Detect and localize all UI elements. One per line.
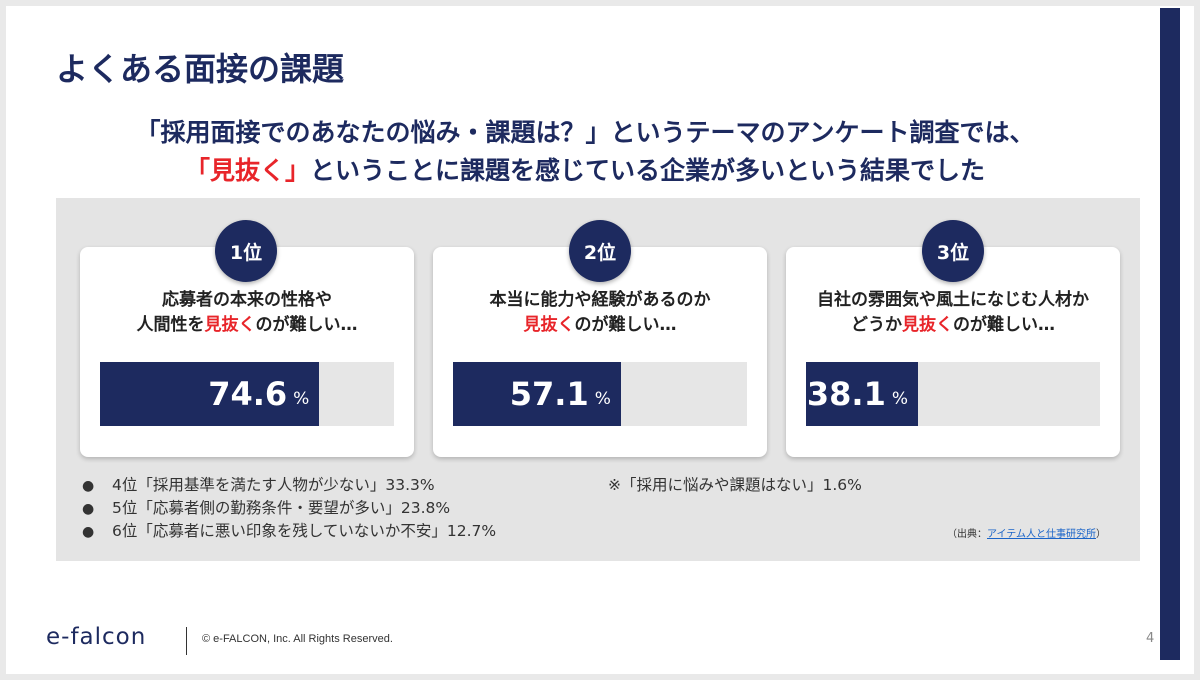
- source-suffix: ）: [1096, 529, 1106, 540]
- subtitle-line-1: 「採用面接でのあなたの悩み・課題は？」というテーマのアンケート調査では、: [135, 118, 1035, 147]
- subtitle-line-2: 「見抜く」ということに課題を感じている企業が多いという結果でした: [30, 152, 1140, 190]
- rank-card-3: 自社の雰囲気や風土になじむ人材か どうか見抜くのが難しい… 38.1%: [786, 247, 1120, 457]
- rank-card-1-line-2-pre: 人間性を: [136, 315, 205, 335]
- list-item: ● 5位「応募者側の勤務条件・要望が多い」23.8%: [82, 497, 496, 520]
- source-citation: （出典：アイテム人と仕事研究所）: [947, 525, 1106, 540]
- rank-card-1-text: 応募者の本来の性格や 人間性を見抜くのが難しい…: [80, 288, 414, 338]
- list-item-text: 5位「応募者側の勤務条件・要望が多い」23.8%: [112, 499, 451, 517]
- rank-card-3-text: 自社の雰囲気や風土になじむ人材か どうか見抜くのが難しい…: [786, 288, 1120, 338]
- list-item: ● 4位「採用基準を満たす人物が少ない」33.3%: [82, 474, 496, 497]
- rank-card-3-bar-label: 38.1%: [807, 362, 908, 426]
- rank-card-1-line-2-post: のが難しい…: [255, 315, 358, 335]
- no-issue-note: ※「採用に悩みや課題はない」1.6%: [608, 476, 862, 494]
- footer-divider: [186, 627, 187, 655]
- rank-card-2-unit: %: [594, 389, 611, 409]
- rank-card-2-value: 57.1: [509, 375, 589, 413]
- rank-card-1-bar-fill: 74.6%: [100, 362, 320, 426]
- rank-card-3-line-1: 自社の雰囲気や風土になじむ人材か: [817, 290, 1089, 310]
- page-title: よくある面接の課題: [56, 50, 345, 88]
- rank-card-3-bar-track: 38.1%: [806, 362, 1100, 426]
- rank-card-3-value: 38.1: [806, 375, 886, 413]
- rank-card-1-line-2: 人間性を見抜くのが難しい…: [80, 313, 414, 338]
- rank-card-3-line-2: どうか見抜くのが難しい…: [786, 313, 1120, 338]
- rank-card-1-highlight: 見抜く: [204, 315, 256, 335]
- source-prefix: （出典：: [947, 529, 987, 540]
- subtitle: 「採用面接でのあなたの悩み・課題は？」というテーマのアンケート調査では、 「見抜…: [30, 114, 1140, 190]
- rank-card-2-line-2-post: のが難しい…: [574, 315, 677, 335]
- bullet-icon: ●: [82, 478, 95, 494]
- rank-card-1-bar-label: 74.6%: [208, 362, 309, 426]
- rank-card-1: 応募者の本来の性格や 人間性を見抜くのが難しい… 74.6%: [80, 247, 414, 457]
- rank-card-2-bar-label: 57.1%: [510, 362, 611, 426]
- subtitle-line-2-text: ということに課題を感じている企業が多いという結果でした: [310, 156, 986, 185]
- source-link[interactable]: アイテム人と仕事研究所: [987, 529, 1096, 540]
- rank-card-1-line-1: 応募者の本来の性格や: [162, 290, 332, 310]
- list-item: ● 6位「応募者に悪い印象を残していないか不安」12.7%: [82, 520, 496, 543]
- rank-card-2-line-1: 本当に能力や経験があるのか: [489, 290, 711, 310]
- copyright-text: © e-FALCON, Inc. All Rights Reserved.: [202, 633, 393, 645]
- rank-badge-1: 1位: [215, 220, 277, 282]
- page-number: 4: [1146, 631, 1155, 646]
- rank-badge-3: 3位: [922, 220, 984, 282]
- survey-panel: 応募者の本来の性格や 人間性を見抜くのが難しい… 74.6% 本当に能力や経験が…: [56, 198, 1140, 561]
- rank-card-1-unit: %: [293, 389, 310, 409]
- rank-card-2-text: 本当に能力や経験があるのか 見抜くのが難しい…: [433, 288, 767, 338]
- rank-card-1-value: 74.6: [208, 375, 288, 413]
- list-item-text: 4位「採用基準を満たす人物が少ない」33.3%: [112, 476, 435, 494]
- rank-card-3-unit: %: [891, 389, 908, 409]
- rank-card-3-highlight: 見抜く: [902, 315, 953, 335]
- rank-card-1-bar-track: 74.6%: [100, 362, 394, 426]
- e-falcon-logo: e-falcon: [46, 624, 147, 650]
- subtitle-highlight: 「見抜く」: [184, 156, 310, 185]
- bullet-icon: ●: [82, 501, 95, 517]
- other-ranks-list: ● 4位「採用基準を満たす人物が少ない」33.3% ● 5位「応募者側の勤務条件・要…: [82, 474, 496, 543]
- bullet-icon: ●: [82, 524, 95, 540]
- rank-card-2-line-2: 見抜くのが難しい…: [433, 313, 767, 338]
- rank-card-2-highlight: 見抜く: [523, 315, 575, 335]
- accent-side-bar: [1160, 8, 1180, 660]
- rank-card-3-line-2-post: のが難しい…: [953, 315, 1055, 335]
- rank-card-2-bar-fill: 57.1%: [453, 362, 621, 426]
- rank-card-2-bar-track: 57.1%: [453, 362, 747, 426]
- rank-card-3-line-2-pre: どうか: [851, 315, 902, 335]
- rank-card-2: 本当に能力や経験があるのか 見抜くのが難しい… 57.1%: [433, 247, 767, 457]
- list-item-text: 6位「応募者に悪い印象を残していないか不安」12.7%: [112, 522, 497, 540]
- rank-badge-2: 2位: [569, 220, 631, 282]
- rank-card-3-bar-fill: 38.1%: [806, 362, 918, 426]
